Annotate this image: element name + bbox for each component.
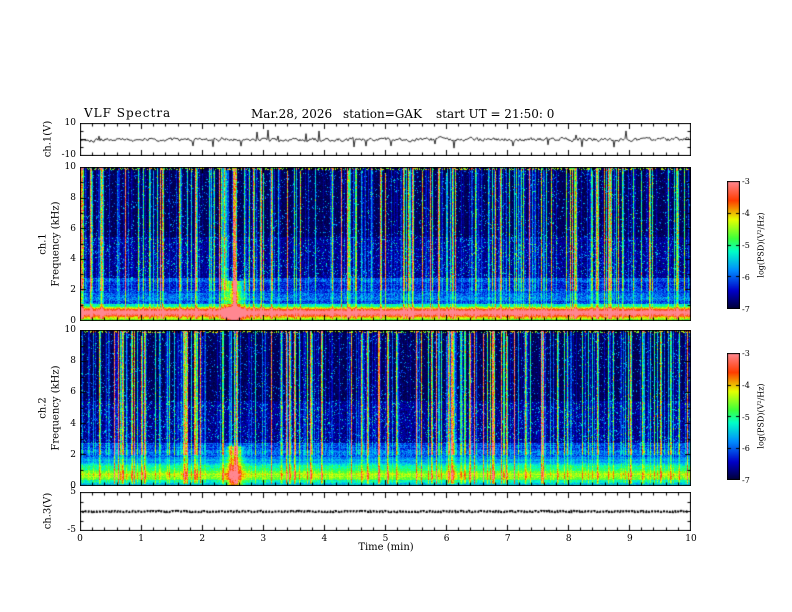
ch1-colorbar-label: log(PSD)(V²/Hz) <box>756 212 766 278</box>
time-tick-label: 2 <box>199 534 206 544</box>
freq-tick-label: 8 <box>70 192 76 203</box>
colorbar-tick-label: -3 <box>742 177 750 186</box>
station-label: station=GAK <box>343 107 423 121</box>
ch2-spectrogram-panel <box>80 330 691 486</box>
date-label: Mar.28, 2026 <box>251 107 333 121</box>
time-tick-label: 5 <box>382 534 389 544</box>
ch2-spec-axis-label-line2: Frequency (kHz) <box>50 365 62 451</box>
time-tick-label: 9 <box>627 534 633 544</box>
ch1-volt-tick-label: 10 <box>64 118 76 128</box>
freq-tick-label: 6 <box>70 387 76 398</box>
time-tick-label: 8 <box>565 534 572 544</box>
ch1-volt-tick-label: -10 <box>61 150 77 160</box>
ch3-waveform-panel <box>80 492 691 531</box>
ch1-colorbar <box>727 181 740 309</box>
freq-tick-label: 2 <box>70 449 76 460</box>
colorbar-tick-label: -7 <box>742 476 750 485</box>
time-tick-label: 4 <box>321 534 328 544</box>
colorbar-tick-label: -3 <box>742 349 750 358</box>
ch1-spec-axis-label-line2: Frequency (kHz) <box>50 201 62 287</box>
time-tick-label: 0 <box>77 534 83 544</box>
freq-tick-label: 0 <box>70 316 76 326</box>
time-tick-label: 10 <box>685 534 697 544</box>
ch1-spec-axis-label-line1: ch.1 <box>37 233 49 255</box>
colorbar-tick-label: -7 <box>742 305 750 314</box>
colorbar-tick-label: -4 <box>742 209 750 218</box>
time-tick-label: 6 <box>443 534 450 544</box>
ch3-volt-tick-label: -5 <box>67 525 76 535</box>
ch2-colorbar <box>727 353 740 480</box>
time-axis-label: Time (min) <box>358 542 414 553</box>
colorbar-tick-label: -6 <box>742 444 750 454</box>
ch2-colorbar-label: log(PSD)(V²/Hz) <box>756 383 766 449</box>
freq-tick-label: 8 <box>70 356 76 367</box>
freq-tick-label: 6 <box>70 223 76 234</box>
time-tick-label: 7 <box>504 534 511 544</box>
plot-title: VLF Spectra <box>84 106 172 120</box>
freq-tick-label: 10 <box>64 325 76 335</box>
ch1-waveform-panel <box>80 123 691 156</box>
freq-tick-label: 0 <box>70 481 76 491</box>
start-ut-label: start UT = 21:50: 0 <box>436 107 555 121</box>
freq-tick-label: 2 <box>70 285 76 296</box>
colorbar-tick-label: -4 <box>742 380 750 390</box>
colorbar-tick-label: -5 <box>742 412 750 422</box>
ch1-spectrogram-panel <box>80 167 691 321</box>
time-tick-label: 3 <box>260 534 267 544</box>
ch2-spec-axis-label-line1: ch.2 <box>37 397 49 419</box>
ch3-volt-tick-label: 5 <box>70 487 76 497</box>
colorbar-tick-label: -6 <box>742 273 750 282</box>
colorbar-tick-label: -5 <box>742 241 750 250</box>
time-tick-label: 1 <box>138 534 144 544</box>
freq-tick-label: 10 <box>64 162 76 172</box>
ch3-voltage-axis-label: ch.3(V) <box>42 492 54 530</box>
freq-tick-label: 4 <box>70 254 76 265</box>
freq-tick-label: 4 <box>70 418 76 429</box>
